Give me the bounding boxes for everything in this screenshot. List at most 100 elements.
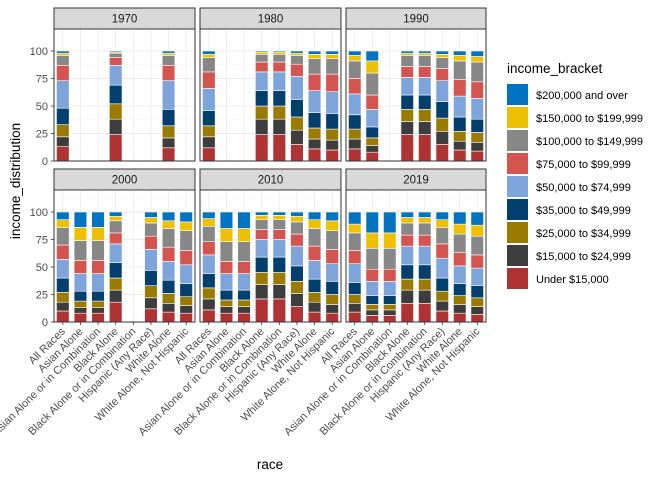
bar-segment-100-000-to-149-999 — [73, 240, 88, 261]
bar-segment-150-000-to-199-999 — [400, 52, 414, 56]
bar-segment-15-000-to-24-999 — [348, 302, 362, 313]
bar-white-alone — [307, 50, 322, 162]
bar-segment-25-000-to-34-999 — [325, 128, 339, 141]
bar-segment-50-000-to-74-999 — [383, 280, 397, 296]
bar-segment-100-000-to-149-999 — [272, 219, 286, 230]
bar-white-alone-not-hispanic — [179, 211, 193, 323]
bar-segment-200-000-and-over — [453, 50, 467, 56]
bar-segment-150-000-to-199-999 — [290, 52, 304, 56]
bar-segment-25-000-to-34-999 — [453, 295, 467, 305]
bar-segment-35-000-to-49-999 — [109, 84, 123, 105]
y-tick-label: 0 — [42, 156, 48, 168]
bar-segment-under-15-000 — [56, 310, 70, 323]
bar-segment-150-000-to-199-999 — [470, 224, 484, 237]
bar-segment-15-000-to-24-999 — [418, 289, 432, 304]
bar-segment-50-000-to-74-999 — [255, 71, 269, 91]
bar-segment-75-000-to-99-999 — [400, 66, 414, 78]
bar-segment-200-000-and-over — [365, 211, 379, 234]
bar-segment-under-15-000 — [435, 144, 449, 162]
bar-segment-75-000-to-99-999 — [418, 234, 432, 247]
bar-segment-35-000-to-49-999 — [365, 126, 379, 139]
bar-segment-under-15-000 — [161, 311, 176, 323]
bar-segment-100-000-to-149-999 — [179, 230, 193, 251]
bar-segment-15-000-to-24-999 — [109, 118, 123, 135]
x-axis-title: race — [257, 457, 283, 472]
bar-segment-15-000-to-24-999 — [73, 307, 88, 314]
bar-segment-25-000-to-34-999 — [348, 294, 362, 304]
bar-segment-75-000-to-99-999 — [144, 235, 158, 250]
bar-segment-15-000-to-24-999 — [365, 145, 379, 153]
bar-segment-150-000-to-199-999 — [435, 219, 449, 228]
bar-segment-75-000-to-99-999 — [202, 71, 216, 89]
bar-segment-100-000-to-149-999 — [307, 58, 322, 75]
bar-asian-alone-or-in-combination — [383, 211, 397, 323]
bar-segment-50-000-to-74-999 — [453, 265, 467, 284]
bar-segment-15-000-to-24-999 — [202, 298, 216, 311]
bars — [56, 50, 176, 162]
bar-segment-under-15-000 — [109, 134, 123, 162]
bar-segment-35-000-to-49-999 — [202, 273, 216, 289]
bar-asian-alone-or-in-combination — [237, 211, 251, 323]
bar-segment-35-000-to-49-999 — [161, 109, 176, 127]
bar-segment-75-000-to-99-999 — [418, 66, 432, 78]
bar-segment-15-000-to-24-999 — [325, 139, 339, 151]
bar-segment-25-000-to-34-999 — [144, 285, 158, 299]
legend-item-50-000-to-74-999: $50,000 to $74,999 — [507, 176, 631, 197]
bar-segment-100-000-to-149-999 — [56, 227, 70, 246]
bar-segment-200-000-and-over — [219, 211, 234, 229]
bar-segment-100-000-to-149-999 — [325, 58, 339, 75]
bar-segment-under-15-000 — [109, 301, 123, 323]
bar-segment-25-000-to-34-999 — [348, 128, 362, 140]
bar-segment-under-15-000 — [237, 312, 251, 323]
bar-segment-100-000-to-149-999 — [435, 227, 449, 245]
bar-segment-under-15-000 — [400, 134, 414, 162]
bar-segment-35-000-to-49-999 — [91, 290, 105, 302]
y-tick-label: 100 — [30, 46, 48, 58]
bar-all-races — [202, 211, 216, 323]
bar-segment-25-000-to-34-999 — [290, 116, 304, 131]
bar-segment-75-000-to-99-999 — [435, 68, 449, 81]
bar-segment-15-000-to-24-999 — [255, 118, 269, 135]
bar-segment-200-000-and-over — [307, 211, 322, 220]
bar-segment-35-000-to-49-999 — [418, 94, 432, 110]
y-tick-label: 0 — [42, 317, 48, 329]
bar-segment-50-000-to-74-999 — [272, 71, 286, 91]
bar-segment-75-000-to-99-999 — [73, 260, 88, 274]
bar-segment-100-000-to-149-999 — [144, 222, 158, 237]
bar-segment-100-000-to-149-999 — [307, 228, 322, 247]
bar-segment-15-000-to-24-999 — [290, 129, 304, 145]
bar-segment-150-000-to-199-999 — [202, 53, 216, 58]
bar-segment-200-000-and-over — [307, 50, 322, 55]
bar-segment-200-000-and-over — [290, 50, 304, 54]
legend-item-100-000-to-149-999: $100,000 to $149,999 — [507, 130, 643, 151]
bar-segment-50-000-to-74-999 — [237, 273, 251, 291]
bar-segment-50-000-to-74-999 — [290, 76, 304, 100]
y-tick-label: 50 — [36, 262, 48, 274]
bar-segment-25-000-to-34-999 — [453, 131, 467, 142]
bar-segment-200-000-and-over — [348, 211, 362, 225]
bar-segment-200-000-and-over — [161, 50, 176, 54]
bar-segment-35-000-to-49-999 — [325, 113, 339, 130]
bar-segment-75-000-to-99-999 — [365, 94, 379, 110]
bar-segment-100-000-to-149-999 — [202, 57, 216, 73]
bar-segment-100-000-to-149-999 — [237, 241, 251, 262]
bar-segment-75-000-to-99-999 — [109, 57, 123, 66]
bar-hispanic-any-race — [435, 50, 449, 162]
bar-segment-15-000-to-24-999 — [56, 136, 70, 148]
bar-segment-35-000-to-49-999 — [453, 283, 467, 296]
bar-segment-200-000-and-over — [91, 211, 105, 228]
bar-segment-25-000-to-34-999 — [418, 109, 432, 122]
bar-segment-15-000-to-24-999 — [435, 300, 449, 312]
bar-black-alone — [400, 211, 414, 323]
bar-segment-150-000-to-199-999 — [219, 228, 234, 242]
bar-segment-150-000-to-199-999 — [470, 56, 484, 63]
bar-segment-100-000-to-149-999 — [453, 233, 467, 254]
bar-segment-75-000-to-99-999 — [365, 268, 379, 282]
bar-segment-25-000-to-34-999 — [272, 272, 286, 285]
bar-segment-25-000-to-34-999 — [307, 291, 322, 303]
bar-segment-under-15-000 — [91, 312, 105, 323]
bar-segment-35-000-to-49-999 — [348, 114, 362, 130]
bar-segment-200-000-and-over — [109, 50, 123, 53]
bar-segment-150-000-to-199-999 — [144, 217, 158, 224]
bar-segment-200-000-and-over — [453, 211, 467, 225]
